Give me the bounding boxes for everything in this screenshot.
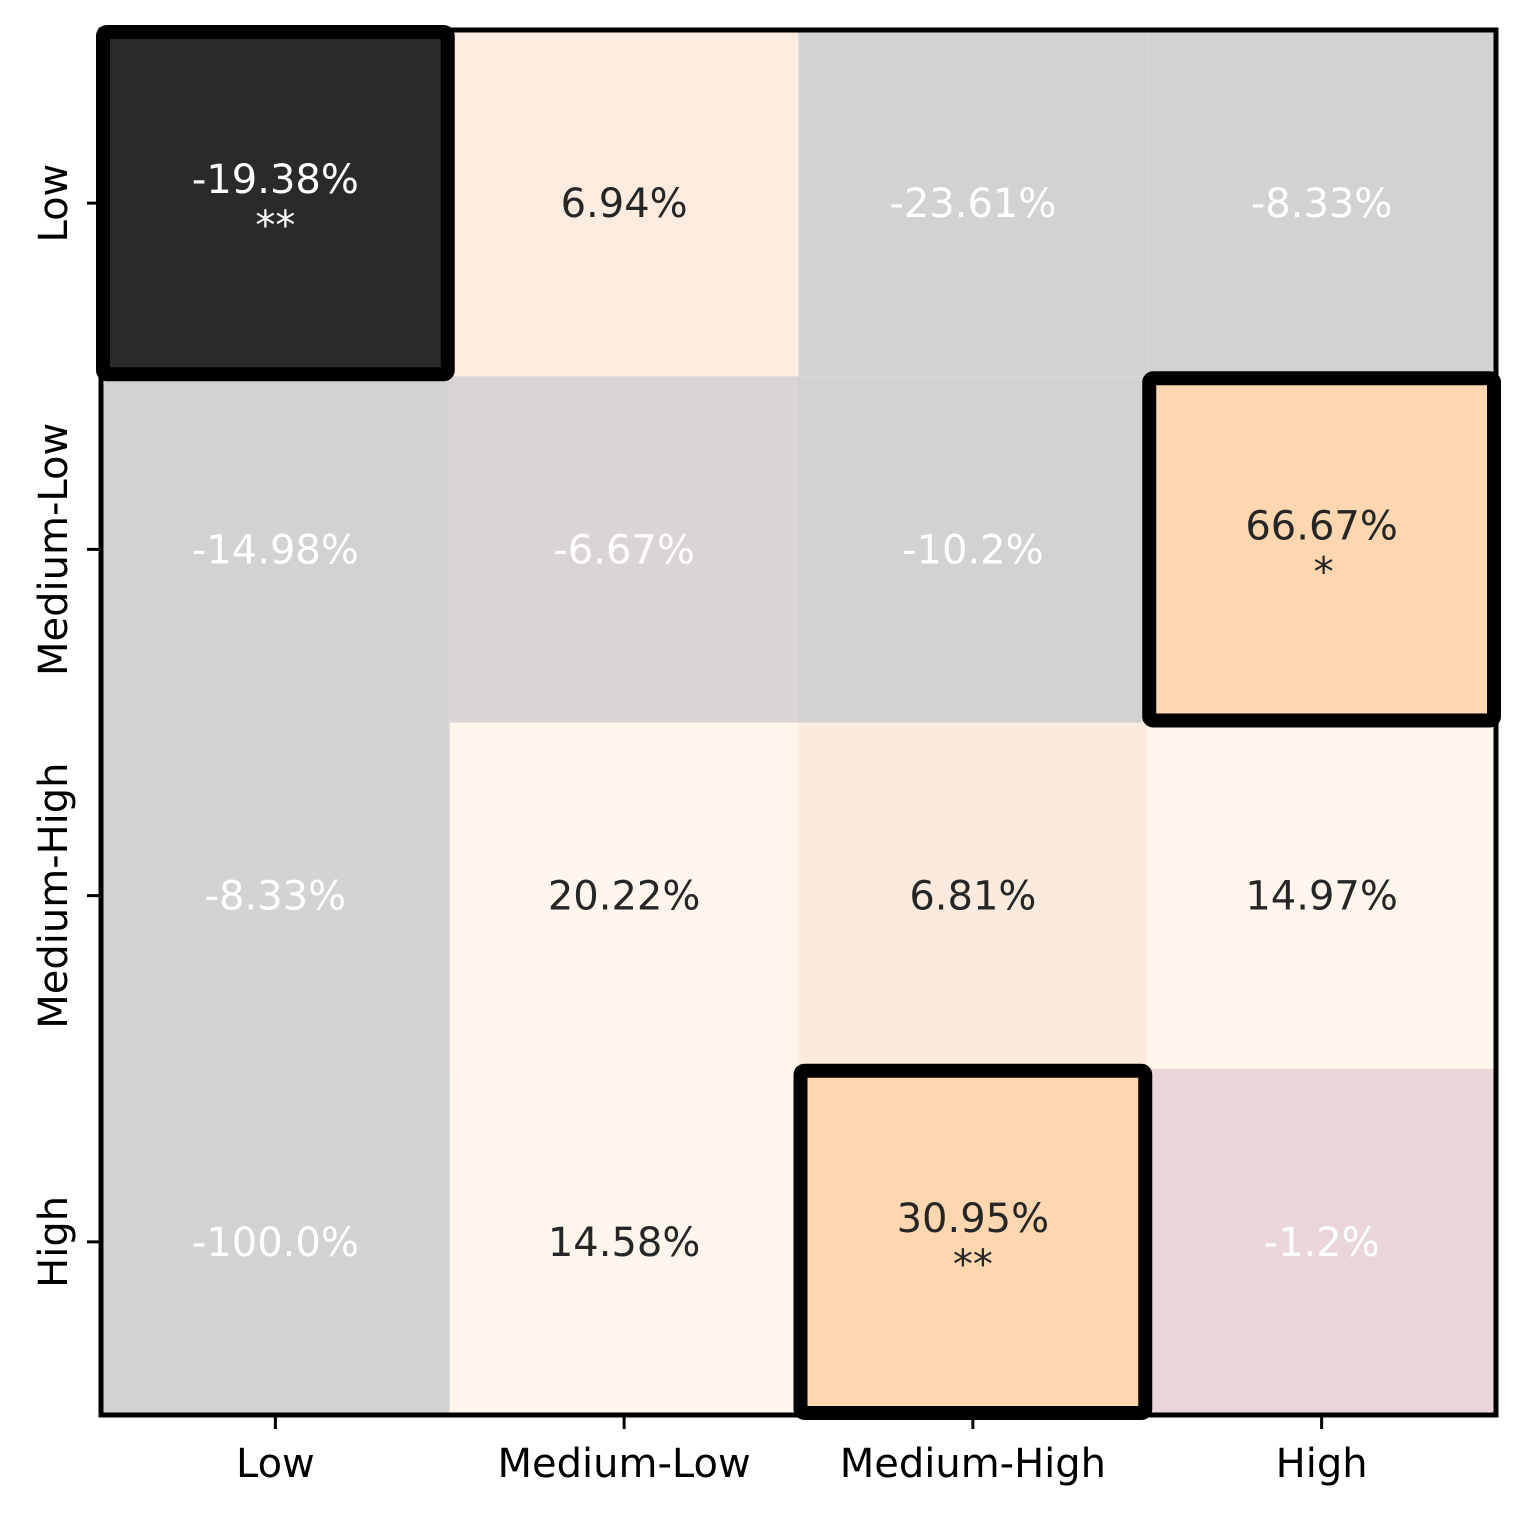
cell-value-label: -23.61% bbox=[889, 181, 1056, 227]
heatmap-cell bbox=[449, 30, 799, 377]
y-tick-label: Medium-High bbox=[31, 762, 77, 1028]
cell-labels: -19.38%** 6.94% -23.61% -8.33%-14.98% -6.67%… bbox=[192, 157, 1398, 1288]
significance-marker: ** bbox=[255, 203, 295, 249]
cell-value-label: 14.58% bbox=[548, 1220, 701, 1266]
cell-value-label: 14.97% bbox=[1245, 874, 1398, 920]
cell-value-label: 6.81% bbox=[909, 874, 1036, 920]
y-axis: Low Medium-Low Medium-High High bbox=[31, 164, 99, 1288]
heatmap-cell bbox=[798, 1068, 1148, 1415]
cell-value-label: -8.33% bbox=[205, 874, 347, 920]
x-tick-label: Medium-Low bbox=[498, 1441, 751, 1487]
heatmap-cell bbox=[101, 1068, 450, 1415]
heatmap-cell bbox=[101, 722, 450, 1069]
x-tick-label: High bbox=[1276, 1441, 1368, 1487]
cell-value-label: -1.2% bbox=[1264, 1220, 1380, 1266]
y-tick-label: Low bbox=[31, 164, 77, 243]
cell-value-label: 66.67% bbox=[1245, 503, 1398, 549]
heatmap-cell bbox=[798, 30, 1148, 377]
highlight-boxes bbox=[96, 25, 1501, 1420]
cell-value-label: -19.38% bbox=[192, 157, 359, 203]
heatmap-cell bbox=[1147, 1068, 1496, 1415]
highlight-box bbox=[1142, 371, 1501, 728]
heatmap-cell bbox=[101, 30, 450, 377]
heatmap-cell bbox=[1147, 30, 1496, 377]
heatmap-cell bbox=[1147, 722, 1496, 1069]
heatmap-cell bbox=[798, 376, 1148, 723]
heatmap-cell bbox=[798, 722, 1148, 1069]
heatmap-cell bbox=[449, 722, 799, 1069]
cell-value-label: -100.0% bbox=[192, 1220, 359, 1266]
cell-value-label: 20.22% bbox=[548, 874, 701, 920]
x-tick-label: Low bbox=[236, 1441, 315, 1487]
highlight-box bbox=[96, 25, 455, 382]
cell-value-label: -10.2% bbox=[902, 527, 1044, 573]
cell-value-label: -14.98% bbox=[192, 527, 359, 573]
heatmap-cell bbox=[449, 1068, 799, 1415]
heatmap-cell bbox=[101, 376, 450, 723]
cell-value-label: -8.33% bbox=[1251, 181, 1393, 227]
cell-value-label: 30.95% bbox=[897, 1196, 1050, 1242]
cell-value-label: -6.67% bbox=[553, 527, 695, 573]
y-tick-label: High bbox=[31, 1196, 77, 1288]
y-tick-label: Medium-Low bbox=[31, 423, 77, 676]
heatmap-cell bbox=[449, 376, 799, 723]
significance-marker: ** bbox=[953, 1242, 993, 1288]
cell-value-label: 6.94% bbox=[561, 181, 688, 227]
significance-marker: * bbox=[1314, 549, 1334, 595]
x-axis: Low Medium-Low Medium-High High bbox=[236, 1417, 1368, 1487]
highlight-box bbox=[793, 1063, 1153, 1420]
heatmap-cells bbox=[101, 30, 1496, 1415]
heatmap-cell bbox=[1147, 376, 1496, 723]
x-tick-label: Medium-High bbox=[840, 1441, 1106, 1487]
